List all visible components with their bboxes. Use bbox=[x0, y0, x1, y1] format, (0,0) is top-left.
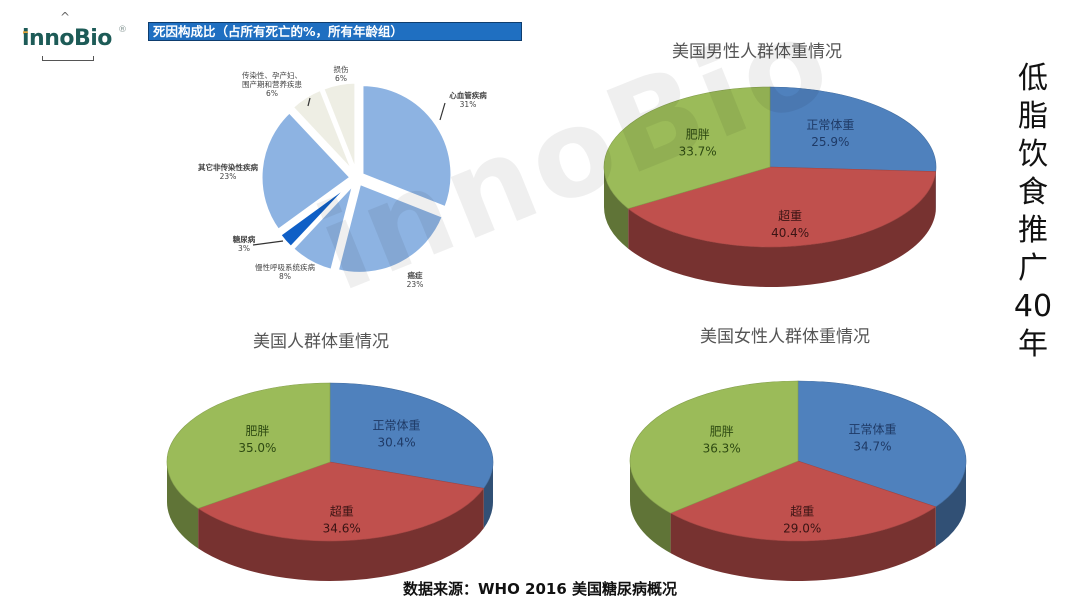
pie-label: 肥胖 35.0% bbox=[238, 424, 276, 455]
female-weight-chart-title: 美国女性人群体重情况 bbox=[700, 327, 870, 347]
side-title-char: 食 bbox=[1018, 175, 1048, 210]
pie-slice-overweight bbox=[669, 460, 937, 542]
logo-text: innoBio bbox=[22, 26, 112, 51]
pie-side-wall bbox=[670, 506, 936, 581]
us_female_weight-pie: 正常体重 34.7% 超重 29.0% 肥胖 36.3% bbox=[629, 380, 967, 581]
male-weight-chart-title: 美国男性人群体重情况 bbox=[672, 42, 842, 62]
side-title-char: 40 bbox=[1013, 289, 1053, 324]
death-pie-label: 癌症 23% bbox=[407, 270, 424, 289]
side-vertical-title: 低脂饮食推广 40 年 bbox=[1013, 60, 1053, 364]
side-title-char: 推 bbox=[1018, 213, 1048, 248]
pie-label: 肥胖 33.7% bbox=[679, 127, 717, 158]
pie-label: 超重 29.0% bbox=[783, 503, 821, 535]
total-weight-chart-title: 美国人群体重情况 bbox=[253, 332, 389, 352]
pie-label: 正常体重 25.9% bbox=[806, 118, 854, 149]
pie-slice-obese bbox=[166, 382, 331, 509]
side-title-char: 广 bbox=[1018, 251, 1048, 286]
death-pie-label: 慢性呼吸系统疾病 8% bbox=[255, 262, 315, 281]
pie-slice-normal bbox=[797, 380, 967, 508]
innobio-logo: ^ innoBio ® bbox=[22, 10, 132, 62]
pie-label: 正常体重 30.4% bbox=[373, 419, 421, 450]
death-pie-slice bbox=[335, 181, 446, 275]
death-pie-label: 传染性、孕产妇、围产期和营养疾患 6% bbox=[242, 70, 302, 98]
pie-slice-normal bbox=[329, 382, 494, 489]
pie-slice-obese bbox=[629, 380, 799, 514]
side-title-char: 低 bbox=[1018, 61, 1048, 96]
death-causes-chart-title: 死因构成比（占所有死亡的%，所有年龄组） bbox=[148, 22, 522, 41]
pie-label: 超重 40.4% bbox=[771, 208, 809, 240]
pie-side-wall bbox=[167, 462, 199, 549]
side-title-char: 年 bbox=[1018, 327, 1048, 362]
death-pie-label: 损伤 6% bbox=[334, 64, 349, 83]
death-pie-label: 其它非传染性疾病 23% bbox=[198, 162, 258, 181]
pie-side-wall bbox=[628, 171, 936, 288]
death-pie-label: 心血管疾病 31% bbox=[449, 90, 487, 109]
side-title-char: 饮 bbox=[1018, 137, 1048, 172]
death-pie-slice bbox=[320, 80, 358, 173]
pie-label: 超重 34.6% bbox=[323, 503, 361, 535]
logo-dot-icon bbox=[23, 30, 28, 35]
pie-side-wall bbox=[604, 167, 629, 249]
pie-side-wall bbox=[935, 461, 966, 547]
leader-line bbox=[439, 102, 446, 121]
us_male_weight-pie: 正常体重 25.9% 超重 40.4% 肥胖 33.7% bbox=[603, 86, 937, 288]
leader-line bbox=[252, 240, 284, 246]
logo-caret-icon: ^ bbox=[60, 10, 71, 24]
death-pie-slice bbox=[277, 180, 354, 250]
side-title-char: 脂 bbox=[1018, 99, 1048, 134]
logo-underline bbox=[42, 56, 94, 61]
pie-side-wall bbox=[198, 488, 484, 581]
death-pie-slice bbox=[259, 109, 354, 233]
registered-mark: ® bbox=[118, 25, 127, 35]
death-causes-pie: 心血管疾病 31% 癌症 23% 慢性呼吸系统疾病 8% 糖尿病 3% 其它非传染性疾病 23% 传… bbox=[198, 64, 487, 289]
pie-slice-normal bbox=[769, 86, 937, 172]
death-pie-slice bbox=[360, 83, 454, 210]
pie-side-wall bbox=[483, 462, 493, 529]
pie-label: 肥胖 36.3% bbox=[703, 425, 741, 456]
pie-side-wall bbox=[630, 461, 671, 554]
us_total_weight-pie: 正常体重 30.4% 超重 34.6% 肥胖 35.0% bbox=[166, 382, 494, 581]
pie-slice-obese bbox=[603, 86, 771, 209]
pie-slice-overweight bbox=[197, 461, 485, 542]
death-pie-slice bbox=[290, 87, 356, 174]
pie-slice-overweight bbox=[627, 166, 937, 248]
pie-label: 正常体重 34.7% bbox=[848, 423, 896, 454]
leader-line bbox=[307, 97, 311, 107]
data-source-note: 数据来源：WHO 2016 美国糖尿病概况 bbox=[402, 580, 678, 598]
death-pie-slice bbox=[290, 182, 356, 273]
death-pie-label: 糖尿病 3% bbox=[233, 234, 256, 253]
